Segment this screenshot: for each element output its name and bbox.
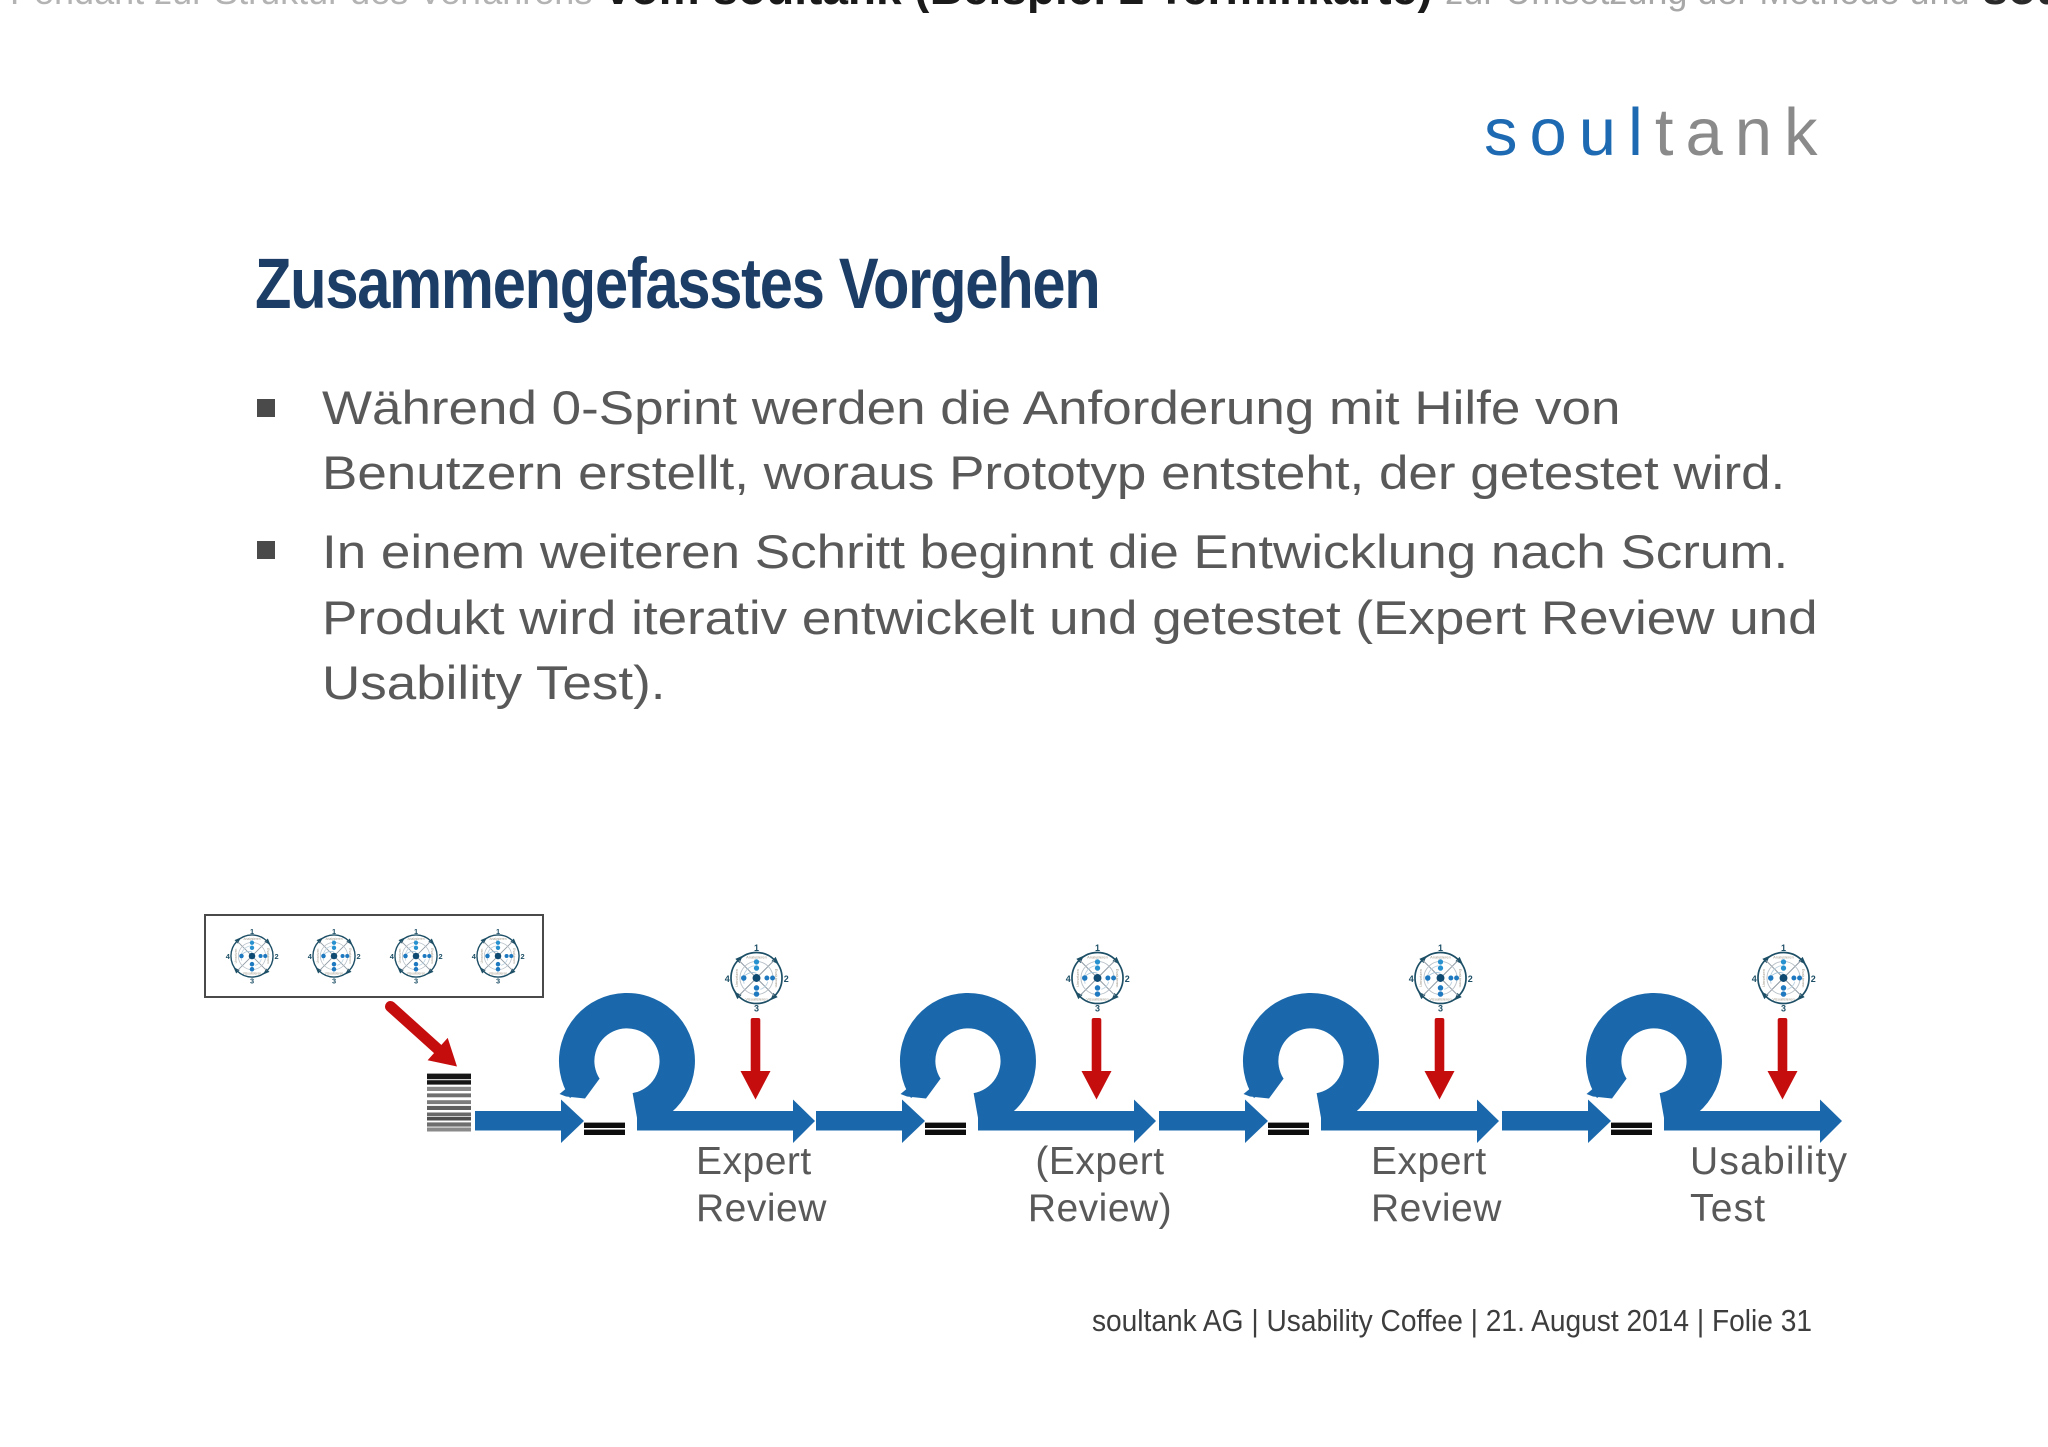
svg-text:1: 1 [1438,943,1443,953]
svg-text:Analysieren: Analysieren [1773,955,1794,960]
svg-text:Visualisieren: Visualisieren [407,972,426,976]
svg-text:1: 1 [1781,943,1786,953]
svg-text:4: 4 [1409,974,1414,984]
svg-text:Analysieren: Analysieren [489,937,506,941]
svg-text:Analysieren: Analysieren [1087,955,1108,960]
svg-text:Analysieren: Analysieren [1430,955,1451,960]
svg-text:1: 1 [1095,943,1100,953]
svg-text:Analysieren: Analysieren [243,937,260,941]
svg-text:2: 2 [1468,974,1473,984]
svg-text:3: 3 [414,977,418,986]
svg-text:4: 4 [725,974,730,984]
svg-text:3: 3 [1438,1004,1443,1014]
svg-text:Evaluieren: Evaluieren [774,969,779,988]
svg-text:4: 4 [1752,974,1757,984]
svg-text:Visualisieren: Visualisieren [1772,997,1794,1002]
svg-text:Evaluieren: Evaluieren [512,948,516,964]
svg-text:1: 1 [414,927,418,936]
svg-text:3: 3 [1095,1004,1100,1014]
svg-text:4: 4 [1066,974,1071,984]
svg-text:2: 2 [1811,974,1816,984]
svg-text:2: 2 [439,952,443,961]
svg-text:Evaluieren: Evaluieren [430,948,434,964]
svg-text:3: 3 [1781,1004,1786,1014]
svg-text:Visualisieren: Visualisieren [745,997,767,1002]
svg-text:3: 3 [496,977,500,986]
svg-text:2: 2 [1125,974,1130,984]
svg-text:4: 4 [472,952,477,961]
svg-text:Analysieren: Analysieren [746,955,767,960]
svg-text:2: 2 [357,952,361,961]
svg-text:Analysieren: Analysieren [325,937,342,941]
svg-text:2: 2 [521,952,525,961]
svg-text:Umsetzen: Umsetzen [734,969,739,987]
svg-text:4: 4 [308,952,313,961]
svg-text:Umsetzen: Umsetzen [1761,969,1766,987]
svg-text:Visualisieren: Visualisieren [1429,997,1451,1002]
svg-text:Umsetzen: Umsetzen [1075,969,1080,987]
svg-text:Analysieren: Analysieren [407,937,424,941]
svg-text:1: 1 [332,927,336,936]
svg-text:1: 1 [754,943,759,953]
svg-text:Evaluieren: Evaluieren [266,948,270,964]
svg-text:3: 3 [754,1004,759,1014]
svg-text:Visualisieren: Visualisieren [325,972,344,976]
svg-text:Visualisieren: Visualisieren [489,972,508,976]
svg-text:3: 3 [250,977,254,986]
svg-text:2: 2 [275,952,279,961]
svg-text:4: 4 [390,952,395,961]
svg-text:Visualisieren: Visualisieren [1086,997,1108,1002]
svg-text:2: 2 [784,974,789,984]
svg-text:Umsetzen: Umsetzen [480,948,484,963]
svg-text:1: 1 [496,927,500,936]
svg-text:Evaluieren: Evaluieren [1115,969,1120,988]
svg-text:4: 4 [226,952,231,961]
svg-text:Visualisieren: Visualisieren [243,972,262,976]
svg-text:Evaluieren: Evaluieren [348,948,352,964]
svg-text:Evaluieren: Evaluieren [1458,969,1463,988]
svg-text:Umsetzen: Umsetzen [398,948,402,963]
svg-text:1: 1 [250,927,254,936]
svg-text:Umsetzen: Umsetzen [1418,969,1423,987]
svg-text:Evaluieren: Evaluieren [1801,969,1806,988]
svg-text:Umsetzen: Umsetzen [234,948,238,963]
svg-text:3: 3 [332,977,336,986]
svg-text:Umsetzen: Umsetzen [316,948,320,963]
